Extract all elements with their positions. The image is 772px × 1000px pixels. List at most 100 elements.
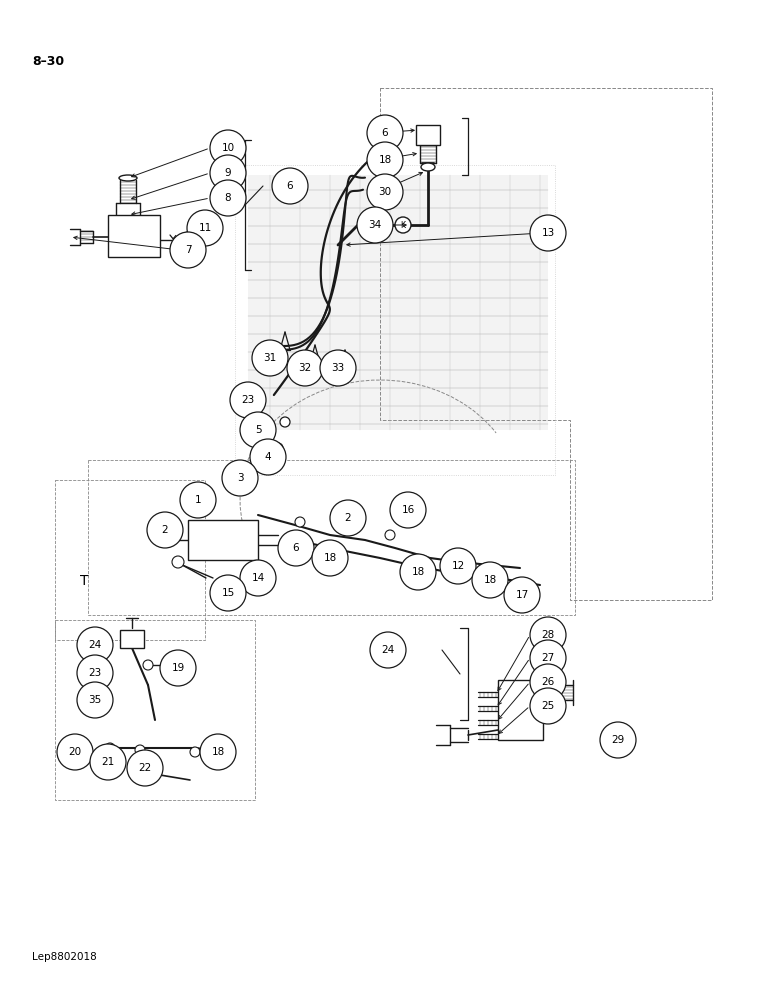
Circle shape [147,512,183,548]
Circle shape [57,734,93,770]
Bar [120,630,144,648]
Circle shape [530,688,566,724]
Text: 22: 22 [138,763,151,773]
Text: 18: 18 [378,155,391,165]
Text: 17: 17 [516,590,529,600]
Text: 18: 18 [323,553,337,563]
Text: 27: 27 [541,653,554,663]
Text: 25: 25 [541,701,554,711]
Text: 11: 11 [198,223,212,233]
Text: 30: 30 [378,187,391,197]
Text: 15: 15 [222,588,235,598]
Circle shape [280,417,290,427]
Circle shape [367,174,403,210]
Text: 3: 3 [237,473,243,483]
Circle shape [143,660,153,670]
Text: 6: 6 [293,543,300,553]
Text: 24: 24 [88,640,102,650]
Text: 8: 8 [225,193,232,203]
Circle shape [250,439,286,475]
Circle shape [530,664,566,700]
Text: 8–30: 8–30 [32,55,64,68]
Circle shape [240,412,276,448]
Text: 5: 5 [255,425,261,435]
Circle shape [345,525,355,535]
Circle shape [230,382,266,418]
Text: 29: 29 [611,735,625,745]
Circle shape [77,627,113,663]
Circle shape [200,734,236,770]
Text: 6: 6 [381,128,388,138]
Ellipse shape [119,175,137,181]
Circle shape [272,168,308,204]
Text: 28: 28 [541,630,554,640]
Circle shape [390,492,426,528]
Circle shape [330,500,366,536]
Circle shape [265,463,275,473]
Circle shape [170,232,206,268]
Text: 10: 10 [222,143,235,153]
Circle shape [367,142,403,178]
Text: 33: 33 [331,363,344,373]
Circle shape [530,617,566,653]
Text: 1: 1 [195,495,201,505]
Circle shape [287,350,323,386]
Circle shape [600,722,636,758]
Circle shape [77,682,113,718]
Circle shape [504,577,540,613]
Circle shape [222,460,258,496]
Circle shape [320,350,356,386]
Text: 16: 16 [401,505,415,515]
Text: K: K [401,221,405,230]
Text: 9: 9 [225,168,232,178]
Text: 35: 35 [88,695,102,705]
Text: 23: 23 [242,395,255,405]
Text: Lep8802018: Lep8802018 [32,952,96,962]
Circle shape [252,340,288,376]
Circle shape [400,554,436,590]
Text: 12: 12 [452,561,465,571]
Text: 20: 20 [69,747,82,757]
Text: 19: 19 [171,663,185,673]
Circle shape [395,217,411,233]
Bar [498,680,543,740]
Ellipse shape [421,163,435,171]
Text: 34: 34 [368,220,381,230]
Circle shape [370,632,406,668]
Circle shape [312,540,348,576]
Circle shape [278,530,314,566]
Polygon shape [248,175,548,430]
Text: 2: 2 [161,525,168,535]
Text: 32: 32 [298,363,312,373]
Text: 24: 24 [381,645,394,655]
Text: 31: 31 [263,353,276,363]
Circle shape [240,560,276,596]
Text: 21: 21 [101,757,114,767]
Circle shape [357,207,393,243]
Bar [416,125,440,145]
Circle shape [190,747,200,757]
Circle shape [210,130,246,166]
Circle shape [273,443,283,453]
Circle shape [385,530,395,540]
Circle shape [530,215,566,251]
Circle shape [160,650,196,686]
Text: 18: 18 [212,747,225,757]
Circle shape [440,548,476,584]
Circle shape [210,155,246,191]
Text: 2: 2 [344,513,351,523]
Text: 18: 18 [411,567,425,577]
Circle shape [530,640,566,676]
Circle shape [210,575,246,611]
Circle shape [127,750,163,786]
Circle shape [105,743,115,753]
Circle shape [367,115,403,151]
Bar [188,520,258,560]
Circle shape [172,556,184,568]
Text: 4: 4 [265,452,271,462]
Text: 14: 14 [252,573,265,583]
Circle shape [135,745,145,755]
Circle shape [295,517,305,527]
Text: 18: 18 [483,575,496,585]
Circle shape [187,210,223,246]
